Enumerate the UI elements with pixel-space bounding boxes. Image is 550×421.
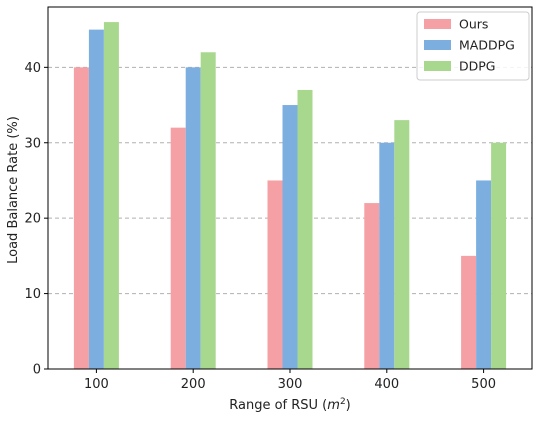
legend-label-ours: Ours (459, 17, 488, 32)
bar-ddpg-200 (200, 52, 216, 369)
bar-ddpg-500 (491, 142, 507, 369)
bar-ours-100 (73, 67, 89, 369)
bar-ours-500 (461, 255, 477, 369)
bar-maddpg-100 (88, 29, 104, 369)
legend-swatch-ddpg (424, 61, 451, 71)
legend: Ours MADDPG DDPG (416, 11, 530, 81)
bar-maddpg-300 (282, 105, 298, 370)
bar-ddpg-300 (297, 89, 313, 369)
bar-maddpg-200 (185, 67, 201, 369)
y-tick-label: 40 (24, 61, 41, 76)
legend-label-maddpg: MADDPG (459, 38, 515, 53)
bar-maddpg-400 (379, 142, 395, 369)
x-tick-label: 400 (374, 377, 399, 392)
legend-label-ddpg: DDPG (459, 59, 495, 74)
legend-swatch-ours (424, 19, 451, 29)
x-axis-label: Range of RSU (m2) (229, 397, 351, 413)
y-tick-label: 30 (24, 136, 41, 151)
x-tick-label: 100 (84, 377, 109, 392)
y-tick-label: 10 (24, 287, 41, 302)
bar-ours-400 (364, 203, 380, 369)
x-tick-label: 300 (278, 377, 303, 392)
bar-ours-200 (170, 127, 186, 370)
x-axis-ticks: 100 200 300 400 500 (84, 369, 496, 392)
y-tick-label: 0 (33, 363, 41, 378)
x-tick-label: 500 (471, 377, 496, 392)
bar-maddpg-500 (476, 180, 492, 369)
bars (73, 22, 507, 370)
y-tick-label: 20 (24, 212, 41, 227)
x-tick-label: 200 (181, 377, 206, 392)
y-axis-ticks: 0 10 20 30 40 (24, 61, 48, 378)
bar-ddpg-100 (103, 22, 119, 369)
bar-ours-300 (267, 180, 283, 369)
bar-ddpg-400 (394, 120, 410, 369)
legend-swatch-maddpg (424, 40, 451, 50)
y-axis-label: Load Balance Rate (%) (6, 116, 21, 264)
